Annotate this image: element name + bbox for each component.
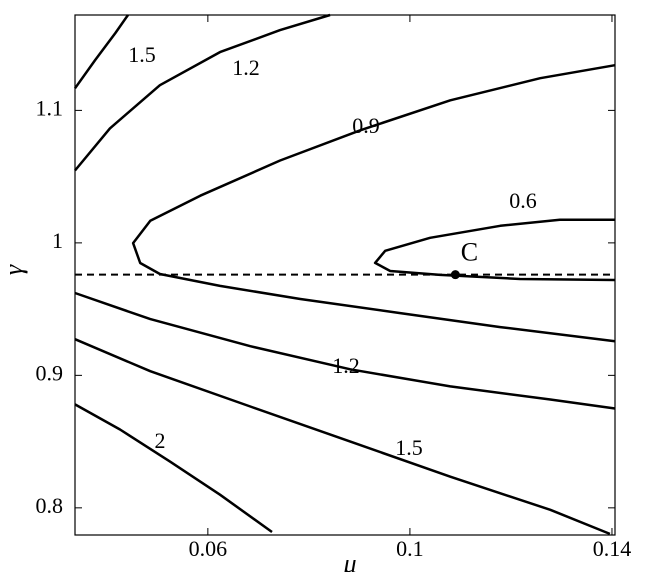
point-marker bbox=[450, 270, 460, 280]
y-tick-label: 1.1 bbox=[36, 95, 64, 120]
contour-label: 2 bbox=[155, 428, 166, 453]
contour-label: 1.2 bbox=[232, 55, 260, 80]
plot-frame bbox=[74, 14, 616, 536]
contour-label: 0.9 bbox=[352, 113, 380, 138]
y-tick-label: 0.9 bbox=[36, 360, 64, 385]
contour-line bbox=[74, 13, 331, 172]
contour-line bbox=[74, 291, 616, 410]
contour-line bbox=[373, 218, 616, 282]
x-axis-label: μ bbox=[342, 549, 356, 572]
contour-label: 1.5 bbox=[128, 42, 156, 67]
x-tick-label: 0.1 bbox=[396, 536, 424, 561]
contour-label: 1.5 bbox=[395, 435, 423, 460]
contour-label: 1.2 bbox=[332, 353, 360, 378]
contour-label: 0.6 bbox=[509, 188, 537, 213]
contour-line bbox=[73, 14, 130, 90]
y-tick-label: 0.8 bbox=[36, 493, 64, 518]
x-tick-label: 0.14 bbox=[593, 536, 632, 561]
contour-line bbox=[74, 338, 611, 536]
contour-line bbox=[74, 403, 273, 534]
y-tick-label: 1 bbox=[52, 228, 63, 253]
point-label: C bbox=[461, 238, 478, 267]
y-axis-label: γ bbox=[0, 264, 28, 275]
x-tick-label: 0.06 bbox=[189, 536, 228, 561]
contour-line bbox=[131, 63, 616, 343]
